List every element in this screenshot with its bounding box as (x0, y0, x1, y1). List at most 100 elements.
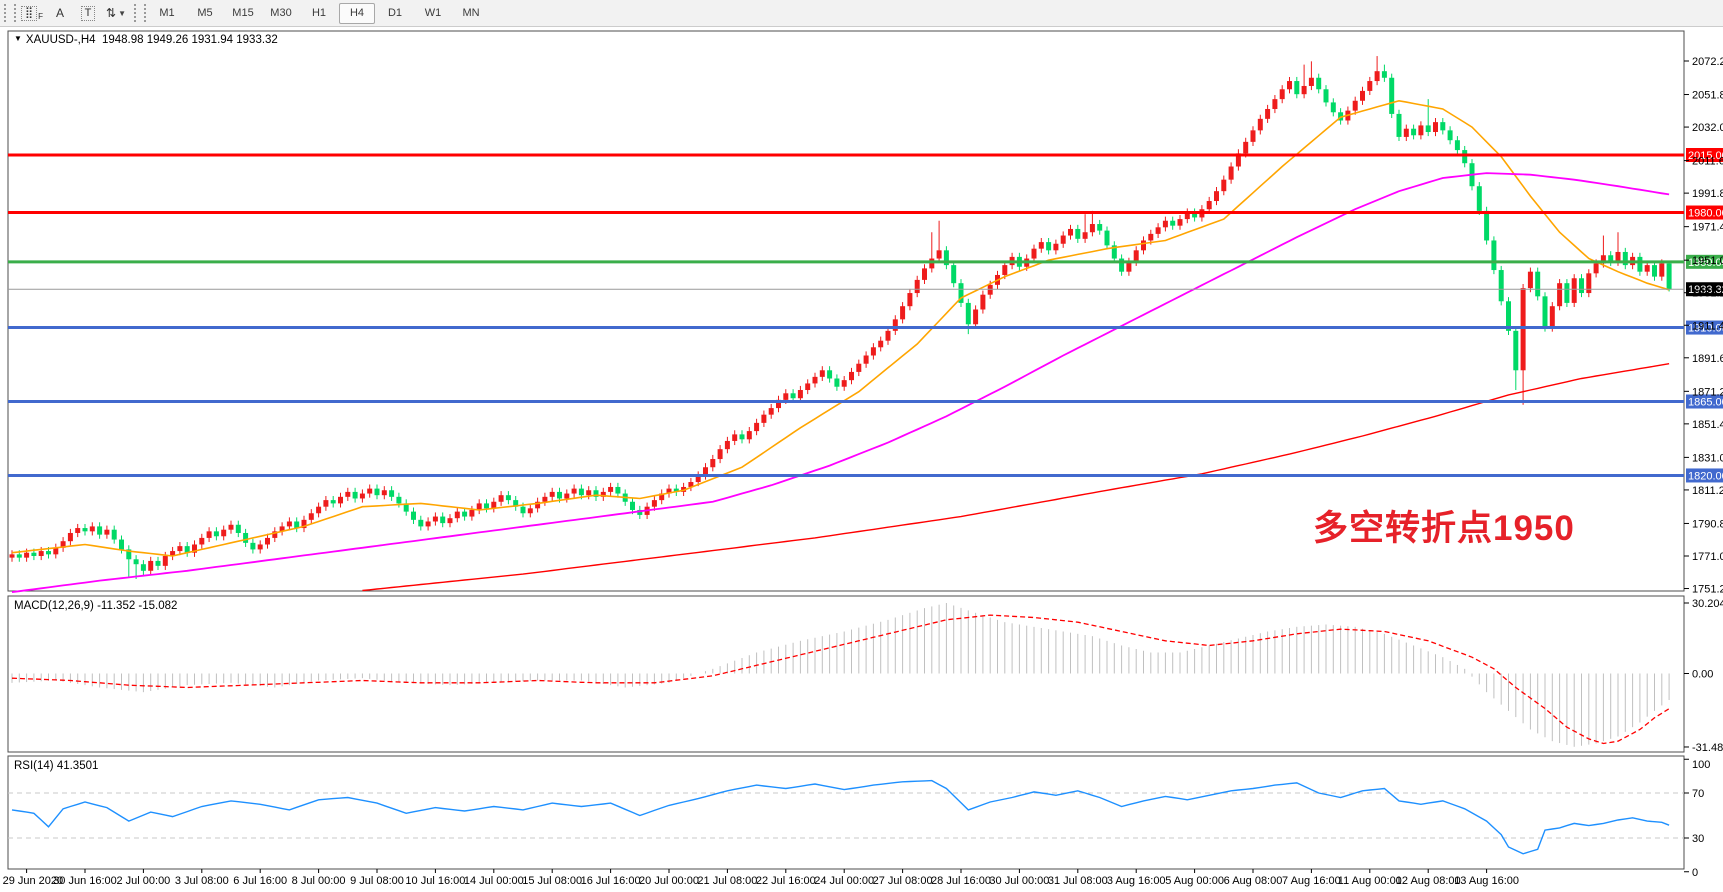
rsi-scale-label: 100 (1692, 759, 1710, 771)
svg-text:1820.00: 1820.00 (1688, 470, 1723, 482)
dropdown-caret-icon: ▼ (118, 8, 126, 18)
price-tick-label: 1871.20 (1692, 386, 1723, 398)
price-tick-label: 2051.80 (1692, 90, 1723, 102)
bid-price-badge: 1933.32 (1686, 282, 1723, 297)
tf-button-M1[interactable]: M1 (159, 7, 175, 19)
grid-glyph: ⣿ (21, 5, 38, 21)
price-tick-label: 2072.20 (1692, 56, 1723, 68)
rsi-scale-label: 70 (1692, 788, 1704, 800)
price-tick-label: 1971.40 (1692, 222, 1723, 234)
svg-text:1980.00: 1980.00 (1688, 208, 1723, 220)
tf-button-M30[interactable]: M30 (270, 7, 292, 19)
time-tick-label: 27 Jul 08:00 (873, 875, 933, 887)
toolbar-grip-2[interactable] (134, 4, 146, 22)
time-tick-label: 8 Jul 00:00 (292, 875, 346, 887)
price-tick-label: 1931.20 (1692, 288, 1723, 300)
macd-layer: 30.204 0.00 -31.482 (11, 598, 1723, 754)
time-tick-label: 7 Aug 16:00 (1282, 875, 1341, 887)
price-tick-label: 2032.00 (1692, 122, 1723, 134)
chart-symbol-header: ▼ XAUUSD-,H4 1948.98 1949.26 1931.94 1933… (14, 34, 278, 46)
time-tick-label: 10 Jul 16:00 (405, 875, 465, 887)
tf-button-M15[interactable]: M15 (232, 7, 254, 19)
svg-text:1933.32: 1933.32 (1688, 284, 1723, 296)
price-tick-label: 1831.00 (1692, 452, 1723, 464)
time-tick-label: 3 Jul 08:00 (175, 875, 229, 887)
toolbar: ⣿ F A T ⇅ ▼ M1 M5 M15 M30 H1 H4 D1 W1 MN (0, 0, 1723, 27)
grid-f-label: F (38, 11, 43, 21)
ma-mid-magenta (11, 172, 1670, 593)
macd-pane-frame (7, 595, 1685, 753)
rsi-line (11, 779, 1670, 855)
toolbar-grip[interactable] (4, 4, 16, 22)
macd-indicator-label: MACD(12,26,9) -11.352 -15.082 (14, 600, 178, 612)
arrows-glyph: ⇅ (106, 6, 117, 20)
time-tick-label: 6 Aug 08:00 (1224, 875, 1283, 887)
time-tick-label: 15 Jul 08:00 (522, 875, 582, 887)
time-tick-label: 21 Jul 08:00 (697, 875, 757, 887)
time-tick-label: 16 Jul 16:00 (581, 875, 641, 887)
text-label-tool-icon[interactable]: A (47, 2, 73, 24)
svg-text:1865.00: 1865.00 (1688, 397, 1723, 409)
rsi-indicator-label: RSI(14) 41.3501 (14, 760, 99, 772)
price-badge-1865.00: 1865.00 (1686, 394, 1723, 409)
macd-scale-label: 0.00 (1692, 669, 1713, 681)
price-badge-2015.00: 2015.00 (1686, 148, 1723, 162)
text-box-tool-icon[interactable]: T (75, 2, 101, 24)
time-tick-label: 24 Jul 00:00 (814, 875, 874, 887)
price-badge-1910.00: 1910.00 (1686, 320, 1723, 335)
cursor-modes-icon[interactable]: ⇅ ▼ (103, 2, 129, 24)
time-tick-label: 13 Aug 16:00 (1454, 875, 1519, 887)
time-tick-label: 30 Jun 16:00 (53, 875, 117, 887)
main-pane-frame (7, 30, 1685, 592)
tf-button-MN[interactable]: MN (462, 7, 480, 19)
svg-text:1910.00: 1910.00 (1688, 323, 1723, 335)
rsi-scale-label: 30 (1692, 833, 1704, 845)
time-tick-label: 20 Jul 00:00 (639, 875, 699, 887)
price-tick-label: 1851.40 (1692, 419, 1723, 431)
ma-slow-red (362, 363, 1670, 592)
rsi-pane-frame (7, 755, 1685, 870)
tf-button-H1[interactable]: H1 (311, 7, 327, 19)
price-tick-label: 1911.40 (1692, 320, 1723, 332)
time-tick-label: 14 Jul 00:00 (464, 875, 524, 887)
time-tick-label: 9 Jul 08:00 (350, 875, 404, 887)
price-tick-label: 1891.60 (1692, 353, 1723, 365)
price-axis: 2072.20 2051.80 2032.00 2011.60 1991.80 1971.… (1684, 56, 1723, 596)
price-tick-label: 1951.00 (1692, 255, 1723, 267)
time-tick-label: 28 Jul 16:00 (931, 875, 991, 887)
tf-button-D1[interactable]: D1 (387, 7, 403, 19)
price-tick-label: 1811.20 (1692, 485, 1723, 497)
time-tick-label: 12 Aug 08:00 (1396, 875, 1461, 887)
header-ohlc-values: 1948.98 1949.26 1931.94 1933.32 (101, 34, 278, 46)
macd-signal-line (11, 614, 1670, 745)
time-tick-label: 31 Jul 08:00 (1048, 875, 1108, 887)
time-tick-label: 3 Aug 16:00 (1107, 875, 1166, 887)
macd-scale-label: 30.204 (1692, 598, 1723, 610)
rsi-scale-label: 0 (1692, 867, 1698, 879)
hline-objects: 2015.00 1980.00 1950.00 1910.00 1865.00 1820.… (8, 148, 1723, 483)
tf-button-M5[interactable]: M5 (197, 7, 213, 19)
time-tick-label: 22 Jul 16:00 (756, 875, 816, 887)
symbol-name: XAUUSD-,H4 (25, 34, 96, 46)
time-tick-label: 30 Jul 00:00 (989, 875, 1049, 887)
freehand-grid-icon[interactable]: ⣿ F (19, 2, 45, 24)
symbol-dropdown-icon[interactable]: ▼ (14, 34, 22, 43)
chart-canvas[interactable]: 2015.00 1980.00 1950.00 1910.00 1865.00 1820.… (0, 26, 1723, 892)
annotation-text-object[interactable]: 多空转折点1950 (1313, 509, 1575, 548)
price-badge-1950.00: 1950.00 (1686, 254, 1723, 269)
macd-scale-label: -31.482 (1692, 742, 1723, 754)
timeframe-bar: M1 M5 M15 M30 H1 H4 D1 W1 MN (148, 2, 490, 24)
price-tick-label: 2011.60 (1692, 156, 1723, 168)
price-tick-label: 1771.00 (1692, 551, 1723, 563)
price-tick-label: 1790.80 (1692, 518, 1723, 530)
price-tick-label: 1991.80 (1692, 188, 1723, 200)
time-tick-label: 11 Aug 00:00 (1338, 875, 1402, 887)
tf-button-H4[interactable]: H4 (339, 2, 375, 24)
price-tick-label: 1751.20 (1692, 584, 1723, 596)
time-tick-label: 5 Aug 00:00 (1165, 875, 1224, 887)
price-badge-1980.00: 1980.00 (1686, 205, 1723, 220)
time-tick-label: 2 Jul 00:00 (116, 875, 170, 887)
tf-button-W1[interactable]: W1 (424, 7, 442, 19)
